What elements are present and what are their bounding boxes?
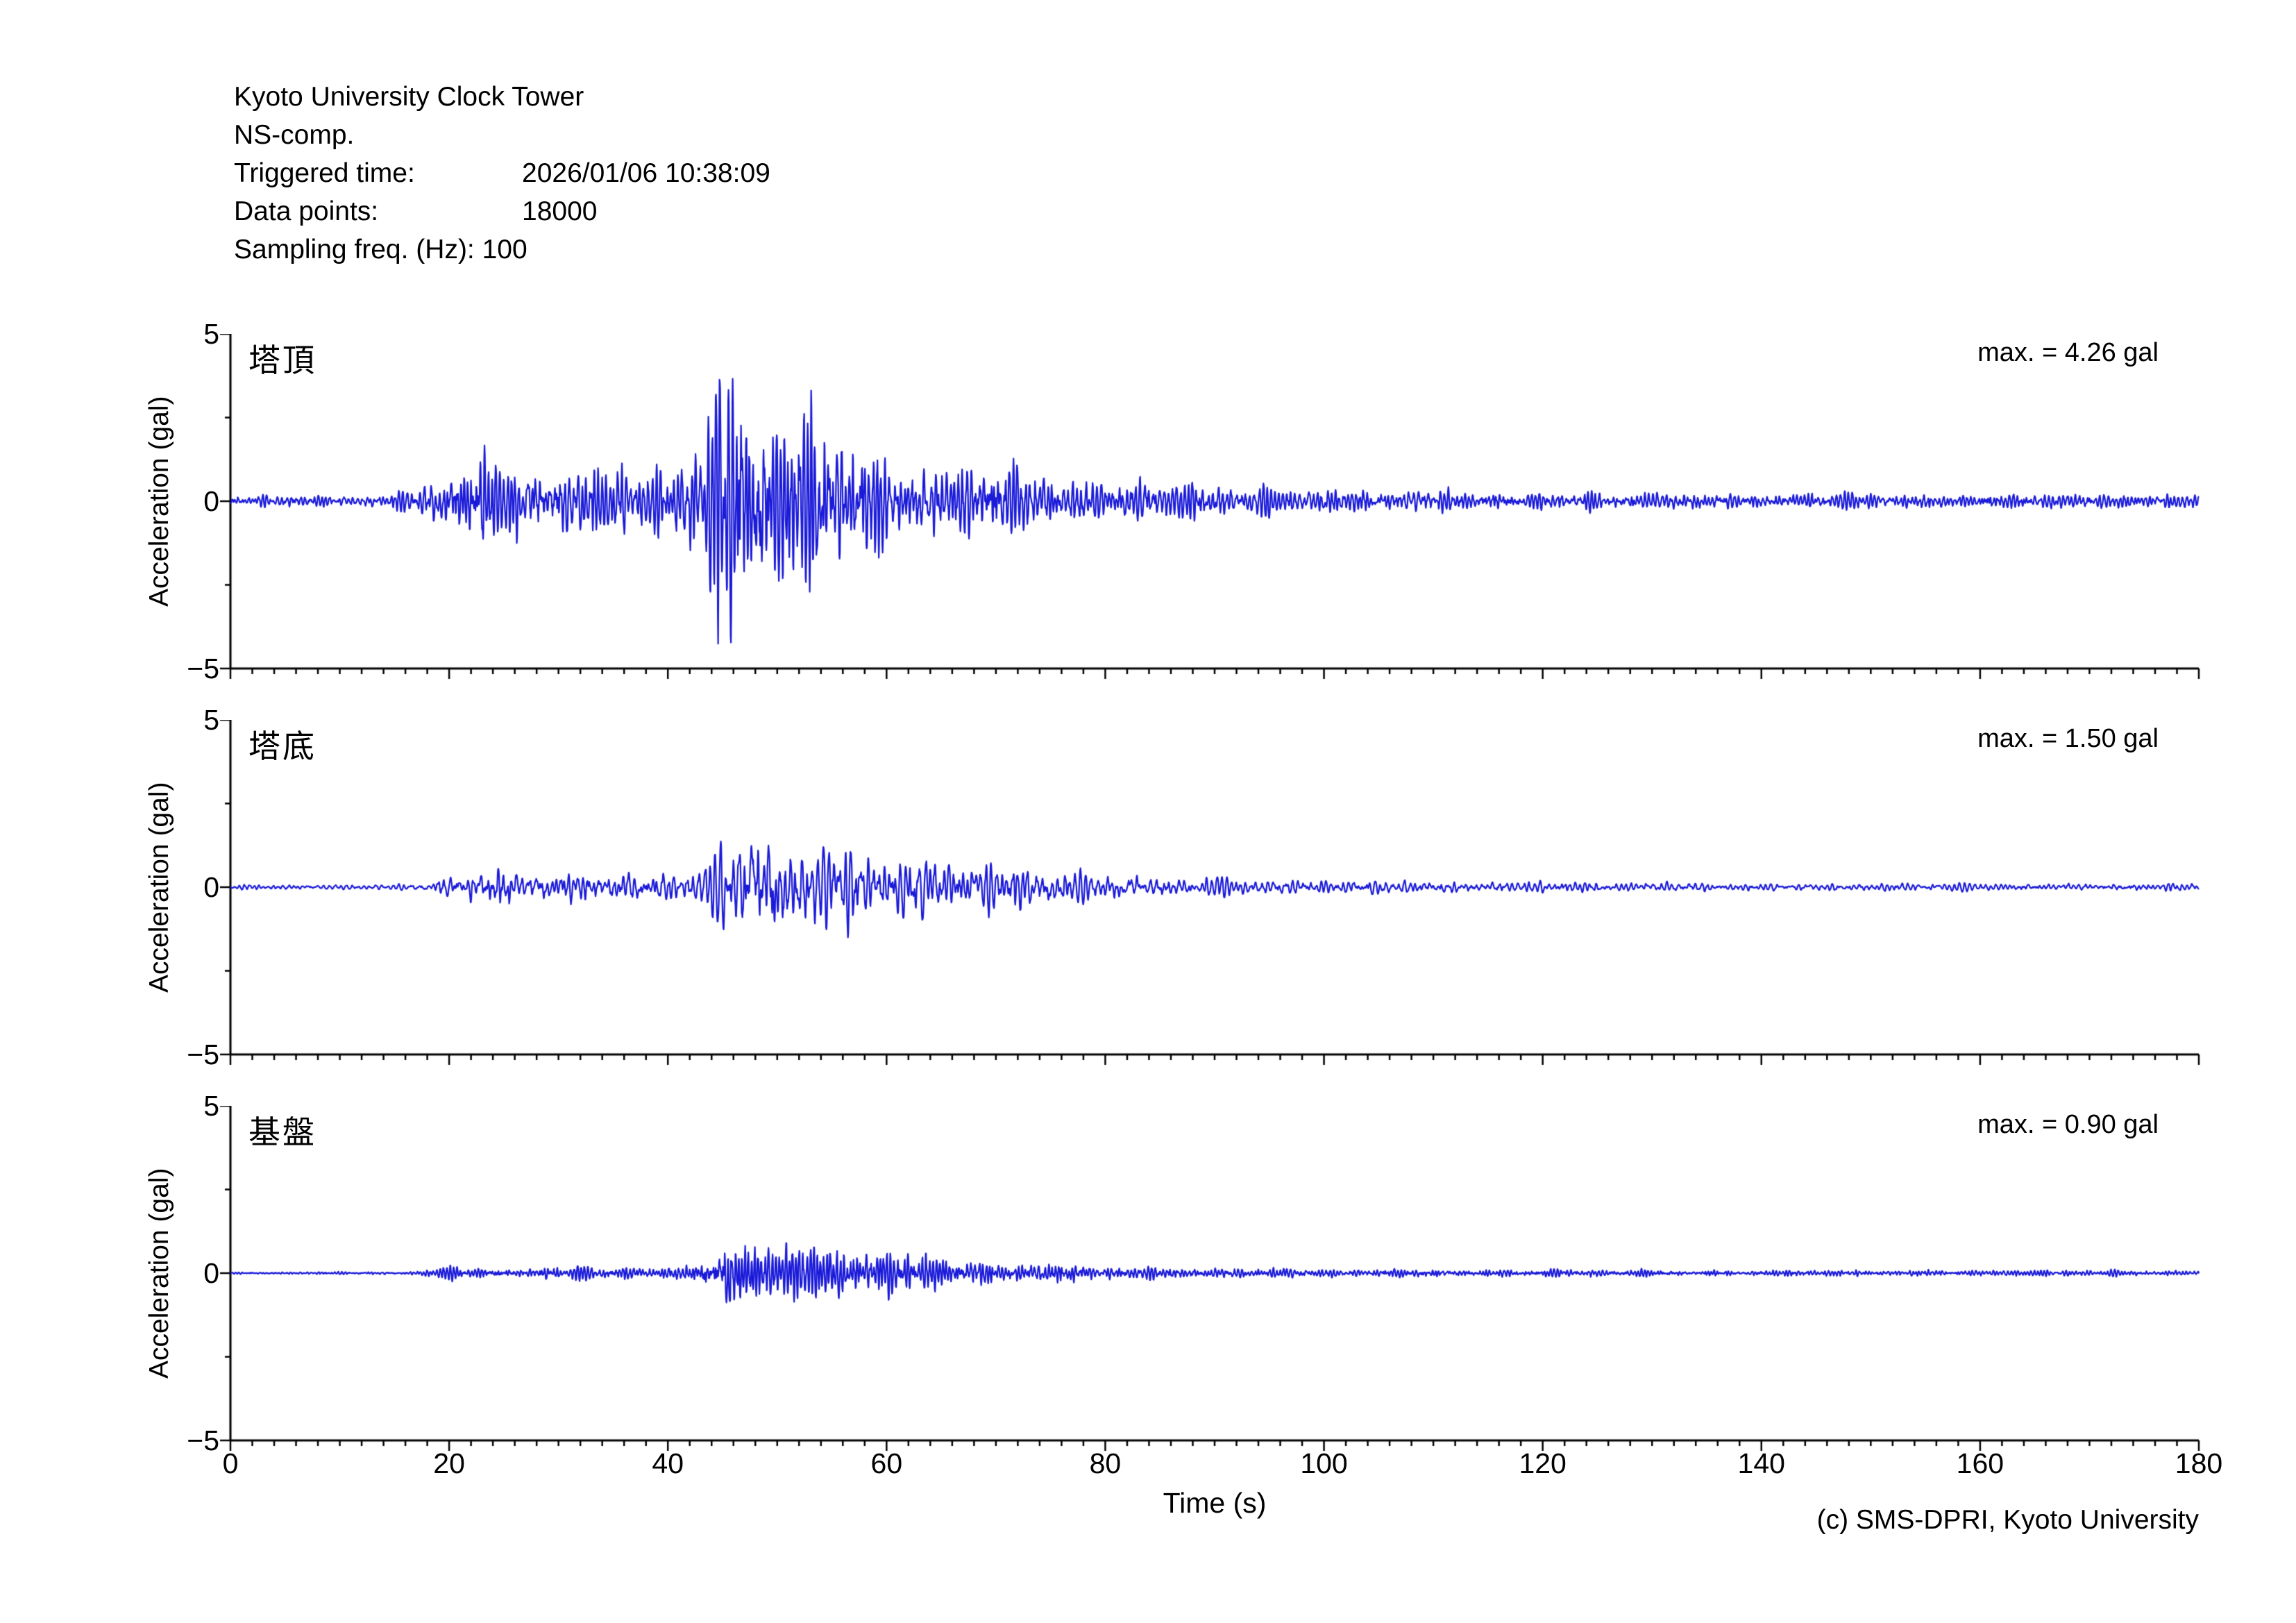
x-tick-label: 80 (1089, 1447, 1122, 1479)
triggered-time-value: 2026/01/06 10:38:09 (522, 158, 770, 188)
triggered-time-label: Triggered time: (234, 158, 415, 188)
y-tick-label: −5 (187, 653, 219, 684)
x-tick-label: 140 (1737, 1447, 1785, 1479)
data-points-value: 18000 (522, 196, 598, 226)
data-points-row: Data points: 18000 (234, 192, 770, 230)
x-tick-label: 40 (652, 1447, 684, 1479)
trace-label-tower-top: 塔頂 (248, 342, 316, 378)
x-tick-label: 160 (1956, 1447, 2004, 1479)
y-tick-label: −5 (187, 1038, 219, 1070)
triggered-time-row: Triggered time: 2026/01/06 10:38:09 (234, 154, 770, 192)
waveform-canvas-tower-base (210, 720, 2202, 1073)
x-tick-label: 180 (2175, 1447, 2223, 1479)
subplot-tower-top: Acceleration (gal) 5 0 −5 塔頂 max. = 4.26… (0, 318, 2296, 687)
y-tick-label: 5 (136, 704, 219, 736)
trace-label-foundation: 基盤 (248, 1114, 316, 1150)
subplot-tower-base: Acceleration (gal) 5 0 −5 塔底 max. = 1.50… (0, 704, 2296, 1073)
subplot-foundation: Acceleration (gal) 5 0 −5 基盤 max. = 0.90… (0, 1090, 2296, 1458)
y-tick-label: 5 (136, 318, 219, 350)
y-tick-label: 0 (136, 485, 219, 517)
max-value-tower-base: max. = 1.50 gal (1977, 724, 2159, 753)
y-tick-label: 0 (136, 871, 219, 903)
x-tick-label: 100 (1300, 1447, 1348, 1479)
x-tick-label: 0 (222, 1447, 239, 1479)
component-label: NS-comp. (234, 120, 355, 150)
copyright-text: (c) SMS-DPRI, Kyoto University (1816, 1505, 2199, 1535)
y-tick-label: 5 (136, 1090, 219, 1122)
x-tick-label: 120 (1519, 1447, 1567, 1479)
header-info: Kyoto University Clock Tower NS-comp. Tr… (234, 78, 770, 269)
max-value-foundation: max. = 0.90 gal (1977, 1110, 2159, 1139)
waveform-canvas-foundation (210, 1106, 2202, 1458)
y-tick-label: 0 (136, 1257, 219, 1289)
x-tick-label: 20 (433, 1447, 465, 1479)
data-points-label: Data points: (234, 196, 379, 226)
station-title: Kyoto University Clock Tower (234, 82, 584, 112)
x-axis-title: Time (s) (1163, 1487, 1267, 1519)
waveform-canvas-tower-top (210, 334, 2202, 687)
trace-label-tower-base: 塔底 (248, 728, 316, 764)
x-tick-label: 60 (870, 1447, 903, 1479)
max-value-tower-top: max. = 4.26 gal (1977, 338, 2159, 367)
x-axis-tick-labels: 0 20 40 60 80 100 120 140 160 180 (0, 1447, 2296, 1479)
sampling-freq-row: Sampling freq. (Hz): 100 (234, 235, 527, 264)
